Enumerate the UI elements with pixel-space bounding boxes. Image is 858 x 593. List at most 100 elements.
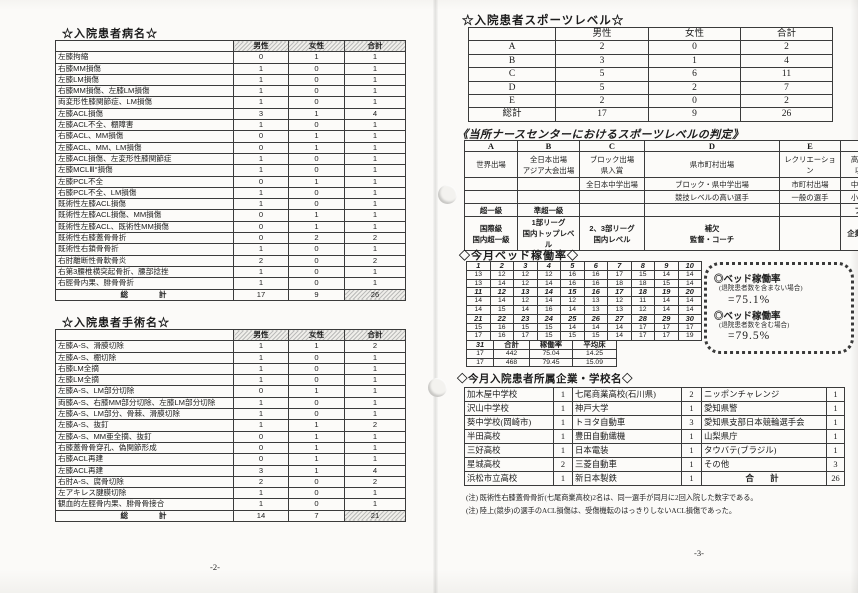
name-cell: 新日本製鉄: [572, 471, 682, 486]
value-cell: 1: [233, 186, 289, 200]
table-row: 左膝ACL、MM、LM損傷 0 1 1: [55, 141, 406, 154]
count-cell: 1: [826, 387, 845, 402]
day-cell: 9: [654, 261, 679, 271]
value-cell: 0: [233, 441, 289, 455]
row-label: 右肘離断性骨軟骨炎: [55, 254, 234, 267]
value-cell: 1: [344, 408, 406, 421]
row-label: 左膝A-S、LM部分、骨棘、滑膜切除: [55, 408, 234, 421]
count-cell: 1: [681, 457, 702, 472]
day-cell: 23: [513, 313, 538, 324]
value-row: 14 14 12 14 12 13 12 11 14 14: [466, 296, 702, 306]
corner-cell: [55, 328, 234, 342]
value-cell: 0: [288, 96, 345, 109]
value-cell: 5: [555, 67, 649, 82]
table-row: 既術性左膝ACL損傷、MM損傷 0 1 1: [55, 209, 406, 222]
criteria-cell: 県市町村出場: [644, 151, 780, 178]
column-header: 合計: [344, 39, 406, 53]
count-cell: 3: [826, 457, 845, 472]
bed-occupancy-summary-table: 31 合計 稼働率 平均床 17 442 75.04 14.25 17 468 79.45 15.09: [466, 340, 617, 368]
criteria-cell: 補欠 監督・コーチ: [644, 216, 780, 251]
value-cell: 15: [513, 322, 538, 333]
value-cell: 1: [288, 220, 345, 234]
value-cell: 1: [233, 351, 289, 364]
table-row: 右膝PCL不全、LM損傷 1 0 1: [55, 186, 406, 200]
table-row: 浜松市立高校 1 新日本製鉄 1 合 計 26: [464, 471, 845, 486]
value-cell: 1: [344, 277, 406, 290]
page-number-left: -2-: [210, 562, 220, 572]
bed-occupancy-daily-table: 1 2 3 4 5 6 7 8 9 10 13 12 12 12 16 16 17 15 14 14 13 14 12 14 1…: [466, 261, 702, 342]
criteria-cell: 一般の選手: [779, 190, 841, 204]
value-cell: 17: [654, 322, 679, 333]
value-cell: 1: [344, 243, 406, 256]
occupancy-rate-badge: ◎ベッド稼働率 (退院患者数を含まない場合) =75.1% ◎ベッド稼働率 (退…: [704, 262, 854, 354]
footnotes: (注) 既術性右膝蓋骨骨折(七尾商業高校)2名は、同一選手が同月に2回入院した数…: [466, 492, 758, 518]
column-header: D: [644, 140, 780, 152]
day-cell: 29: [654, 313, 679, 324]
value-cell: 1: [344, 186, 406, 200]
row-label: 右膝MM損傷、左膝LM損傷: [55, 85, 234, 98]
total-row: 総 計 17 9 26: [55, 288, 406, 301]
table-row: 左膝A-S、LM部分、骨棘、滑膜切除 1 0 1: [55, 408, 406, 421]
double-circle-icon: ◎: [714, 275, 724, 285]
value-cell: 17: [607, 269, 632, 280]
value-cell: 2: [555, 94, 649, 109]
value-cell: 0: [233, 141, 289, 154]
value-cell: 468: [493, 357, 530, 368]
value-cell: 1: [288, 385, 345, 398]
value-cell: 1: [344, 85, 406, 98]
count-cell: 1: [553, 401, 573, 416]
table-row: 両変形性膝関節症、LM損傷 1 0 1: [55, 96, 406, 109]
occupancy-condition: (退院患者数を含まない場合): [719, 285, 803, 292]
day-cell: 27: [607, 313, 632, 324]
value-cell: 1: [233, 374, 289, 387]
row-label: 左膝ACL再建: [55, 464, 234, 477]
value-cell: 2: [344, 232, 406, 245]
name-cell: 山梨県庁: [701, 429, 827, 444]
value-cell: 14: [677, 278, 702, 289]
value-cell: 1: [288, 141, 345, 154]
value-cell: 5: [555, 80, 649, 96]
row-label: 左膝A-S、棚切除: [55, 351, 234, 364]
day-cell: 16: [583, 287, 608, 298]
total-value: 7: [288, 509, 345, 523]
name-cell: 半田高校: [464, 429, 554, 444]
value-cell: 1: [233, 73, 289, 87]
value-cell: 1: [233, 96, 289, 109]
day-cell: 12: [489, 287, 514, 298]
column-header: B: [517, 140, 580, 152]
count-cell: 1: [681, 429, 702, 444]
total-label: 総 計: [55, 509, 234, 523]
table-row: 右第3腰椎横突起骨折、腰部捻挫 1 0 1: [55, 265, 406, 279]
row-label: C: [468, 67, 556, 82]
column-header: 稼働率: [529, 340, 573, 350]
value-row: 15 16 15 15 14 14 14 17 17 17: [466, 322, 702, 333]
day-cell: 6: [583, 261, 608, 271]
value-cell: 16: [560, 278, 585, 289]
count-cell: 3: [681, 415, 702, 430]
day-cell: 26: [583, 313, 608, 324]
value-cell: 12: [560, 296, 585, 306]
value-cell: 1: [288, 453, 345, 466]
summary-header-row: 31 合計 稼働率 平均床: [466, 340, 617, 350]
count-cell: 1: [826, 401, 845, 416]
value-cell: 15.09: [572, 357, 617, 368]
table-row: 右膝ACL、MM損傷 0 1 1: [55, 130, 406, 143]
criteria-cell: 中学生: [840, 177, 858, 191]
header-row: 男性 女性 合計: [55, 328, 406, 342]
value-row: 17 442 75.04 14.25: [466, 348, 617, 359]
occupancy-label-text: ベッド稼働率: [723, 275, 781, 285]
value-cell: 14: [536, 278, 561, 289]
value-cell: 0: [233, 232, 289, 245]
total-value: 26: [344, 288, 406, 301]
criteria-cell: [644, 203, 780, 217]
table-row: 左膝A-S、MM亜全摘、抜釘 0 1 1: [55, 430, 406, 443]
total-value: 17: [233, 288, 289, 301]
name-cell: 日本電装: [572, 443, 682, 458]
value-cell: 3: [233, 107, 289, 121]
count-cell: 1: [553, 415, 573, 430]
value-cell: 1: [233, 164, 289, 177]
value-cell: 0: [288, 152, 345, 166]
day-cell: 8: [630, 261, 655, 271]
table-row: 観血的左脛骨内果、腓骨骨接合 1 0 1: [55, 498, 406, 511]
